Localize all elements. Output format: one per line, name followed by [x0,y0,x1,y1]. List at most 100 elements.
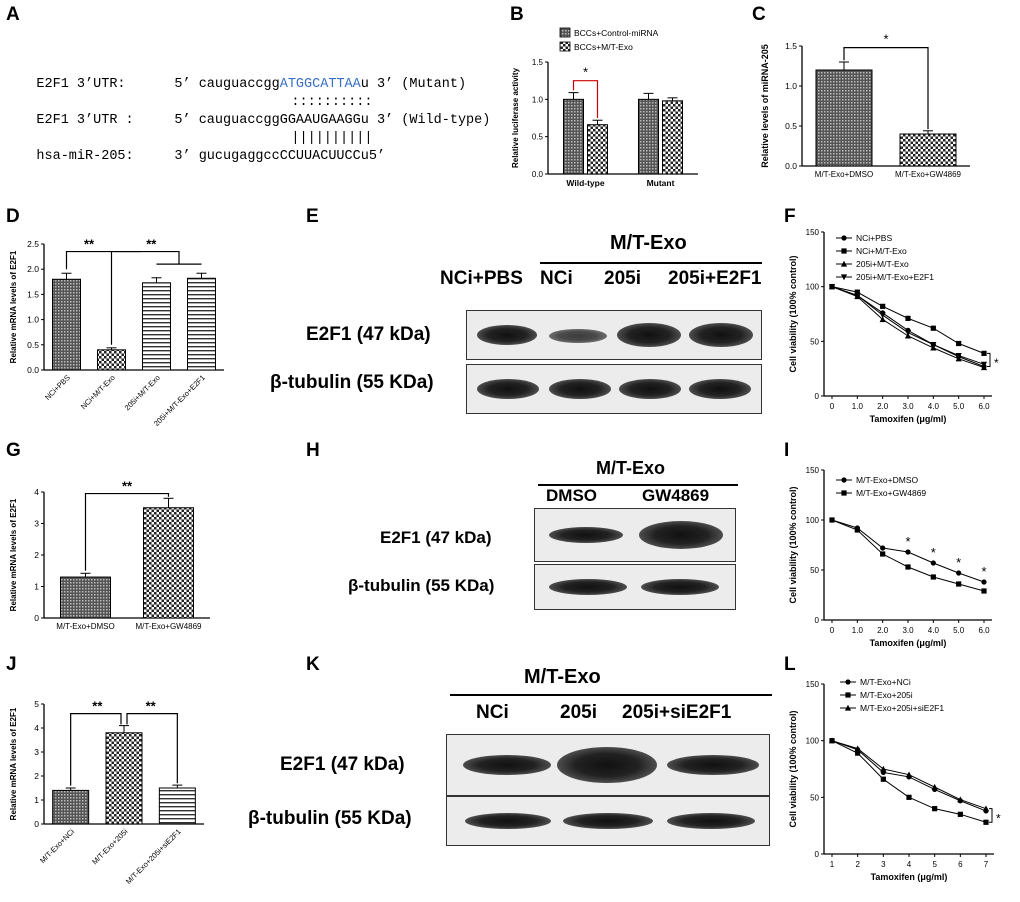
y-axis-label: Relative mRNA levels of E2F1 [9,250,18,363]
x-tick-label: 2 [855,860,860,869]
x-tick-label: 4.0 [928,402,940,411]
significance-bracket [989,808,993,823]
blot-e2f1-membrane [466,310,762,360]
panel-label-g: G [6,440,21,461]
y-tick-label: 2.5 [27,239,39,249]
y-tick-label: 5 [34,699,39,709]
blot-band [619,379,681,399]
blot-band [641,579,719,595]
y-tick-label: 100 [806,737,820,746]
legend-label: NCi+PBS [856,233,892,243]
blot-group-line [540,262,762,264]
bar [52,278,81,371]
significance-bracket [843,47,929,130]
seq-pre: 5’ cauguaccgg [174,77,280,92]
blot-group-line [450,694,772,696]
blot-group-label: M/T-Exo [596,458,666,478]
y-tick-label: 150 [806,680,820,689]
data-point [905,315,911,321]
significance-label: ** [122,479,133,494]
blot-tubulin-membrane [534,564,736,610]
legend-swatch [559,41,571,52]
legend-label: M/T-Exo+GW4869 [856,488,926,498]
chart-i-viability: 0 50 100 150 Cell viability (100% control) 0 1… [788,466,992,648]
data-point [841,490,847,496]
blot-lane-label: 205i+siE2F1 [622,702,732,723]
blot-band [549,379,611,399]
y-tick-label: 1.5 [27,289,39,299]
bar [60,576,111,619]
data-point [982,805,990,812]
seq-name: E2F1 3’UTR: [36,77,126,92]
data-point [844,704,852,711]
y-tick-label: 2.0 [27,264,39,274]
blot-lane-label: GW4869 [642,486,710,505]
x-tick-label: 3.0 [902,626,914,635]
bar [52,789,90,825]
bar [97,349,126,371]
significance-label: ** [146,237,157,252]
chart-j-e2f1-mrna: 0 1 2 3 4 5 Relative mRNA levels of E2F1 M/T-Ex… [9,699,204,886]
legend-swatch [559,27,571,38]
blot-band [689,379,751,399]
blot-band [667,755,759,775]
y-tick-label: 0 [815,616,820,625]
significance-label: ** [92,699,103,714]
x-tick-label: 2.0 [877,402,889,411]
blot-e2f1-membrane [534,508,736,562]
legend-label: NCi+M/T-Exo [856,246,907,256]
data-point [981,579,987,585]
blot-band [563,813,653,829]
y-tick-label: 1.5 [532,58,544,67]
blot-band [465,813,551,829]
significance-label: * [996,812,1001,826]
data-point [956,581,962,587]
panel-label-i: I [784,440,790,461]
data-point [981,588,987,594]
y-tick-label: 1.0 [785,81,797,91]
blot-band [557,747,657,783]
x-tick-label: NCi+M/T-Exo [79,373,117,411]
y-axis-label: Relative mRNA levels of E2F1 [9,498,18,611]
bar [899,133,957,167]
x-tick-label: 4.0 [928,626,940,635]
x-tick-label: 0 [830,626,835,635]
x-tick-label: M/T-Exo+205i+siE2F1 [124,827,183,886]
significance-bracket [70,713,122,786]
data-point [828,284,836,290]
blot-row-label: β-tubulin (55 KDa) [348,576,495,595]
blot-lane-label: DMSO [546,486,597,505]
x-tick-label: 1.0 [852,626,864,635]
x-axis-label: Tamoxifen (μg/ml) [871,872,948,882]
data-point [981,350,987,356]
significance-label: * [883,32,888,47]
x-tick-label: 3.0 [902,402,914,411]
significance-label: * [981,564,986,579]
data-point [840,260,848,267]
x-tick-label: 6 [958,860,963,869]
y-axis-label: Cell viability (100% control) [788,710,798,827]
significance-label: * [994,356,999,370]
y-tick-label: 2 [34,550,39,560]
significance-bracket [65,250,113,345]
blot-group-line [538,484,738,486]
seq-mutant-highlight: ATGGCATTAA [279,77,361,92]
data-point [932,806,938,812]
data-point [930,560,936,566]
panel-label-b: B [510,4,524,25]
bar [638,98,659,175]
y-tick-label: 50 [810,793,819,802]
blot-band [549,329,607,343]
data-point [880,545,886,551]
x-tick-label: 5.0 [953,402,965,411]
bar [662,100,683,175]
y-tick-label: 0 [815,392,820,401]
x-tick-label: 4 [907,860,912,869]
blot-row-label: β-tubulin (55 KDa) [248,808,412,829]
significance-label: ** [84,237,95,252]
x-tick-label: 6.0 [978,402,990,411]
x-tick-label: 5 [932,860,937,869]
blot-band [689,323,753,347]
x-tick-label: 205i+M/T-Exo [123,373,162,412]
x-axis-label: Tamoxifen (μg/ml) [870,414,947,424]
